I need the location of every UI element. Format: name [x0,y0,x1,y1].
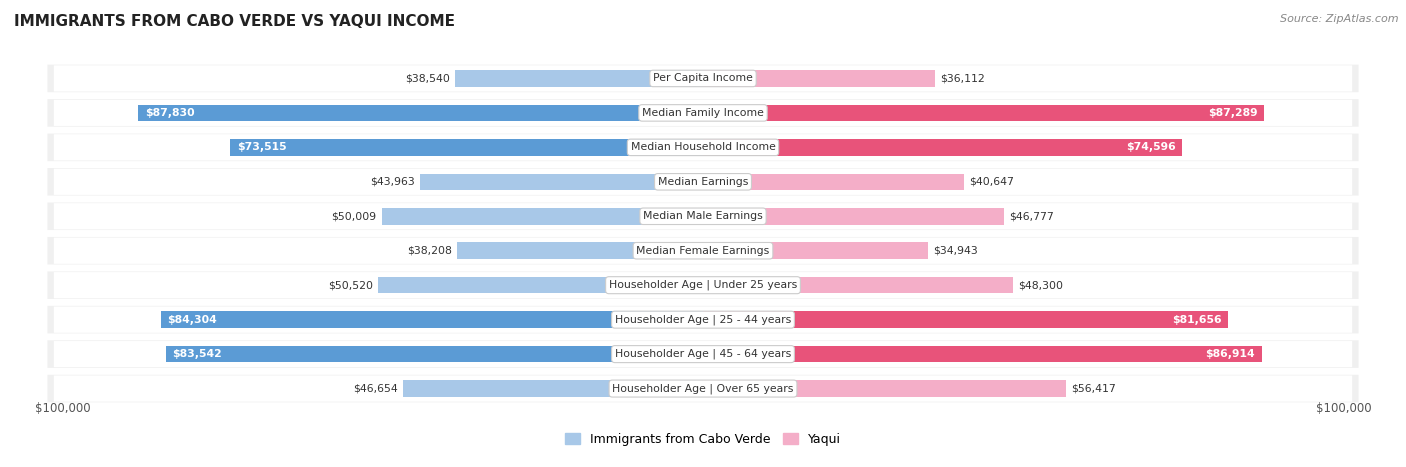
Text: $56,417: $56,417 [1071,383,1115,394]
Bar [231,139,703,156]
FancyBboxPatch shape [48,99,1358,127]
Text: $87,289: $87,289 [1208,108,1257,118]
FancyBboxPatch shape [48,203,1358,230]
Bar [703,105,1264,121]
Bar [420,174,703,190]
Bar [703,311,1227,328]
Bar [457,242,703,259]
Bar [703,70,935,87]
Bar [162,311,703,328]
Text: Median Household Income: Median Household Income [630,142,776,152]
FancyBboxPatch shape [53,238,1353,264]
FancyBboxPatch shape [53,100,1353,126]
Bar [703,139,1182,156]
Text: $100,000: $100,000 [35,402,90,415]
Bar [703,380,1066,397]
FancyBboxPatch shape [53,134,1353,161]
Text: $46,654: $46,654 [353,383,398,394]
FancyBboxPatch shape [53,375,1353,402]
Bar [703,174,965,190]
Text: Householder Age | 45 - 64 years: Householder Age | 45 - 64 years [614,349,792,359]
Text: $81,656: $81,656 [1171,315,1222,325]
Bar [381,208,703,225]
Text: Median Earnings: Median Earnings [658,177,748,187]
Text: Householder Age | Under 25 years: Householder Age | Under 25 years [609,280,797,290]
FancyBboxPatch shape [53,306,1353,333]
Bar [703,277,1014,293]
Text: $50,009: $50,009 [332,211,377,221]
Text: $74,596: $74,596 [1126,142,1175,152]
Bar [703,242,928,259]
Bar [703,208,1004,225]
Text: $73,515: $73,515 [238,142,287,152]
FancyBboxPatch shape [48,306,1358,333]
Text: $50,520: $50,520 [328,280,373,290]
Text: Householder Age | 25 - 44 years: Householder Age | 25 - 44 years [614,314,792,325]
Text: $87,830: $87,830 [145,108,194,118]
Text: $84,304: $84,304 [167,315,218,325]
Text: $83,542: $83,542 [173,349,222,359]
FancyBboxPatch shape [48,237,1358,264]
Text: $38,540: $38,540 [405,73,450,84]
Legend: Immigrants from Cabo Verde, Yaqui: Immigrants from Cabo Verde, Yaqui [560,428,846,451]
FancyBboxPatch shape [53,203,1353,229]
Text: $36,112: $36,112 [941,73,986,84]
Bar [456,70,703,87]
Bar [138,105,703,121]
Bar [703,346,1261,362]
FancyBboxPatch shape [48,271,1358,299]
FancyBboxPatch shape [53,272,1353,298]
Text: Per Capita Income: Per Capita Income [652,73,754,84]
Text: $100,000: $100,000 [1316,402,1371,415]
FancyBboxPatch shape [53,169,1353,195]
Bar [166,346,703,362]
Text: $46,777: $46,777 [1008,211,1053,221]
Text: $40,647: $40,647 [969,177,1014,187]
Text: Median Male Earnings: Median Male Earnings [643,211,763,221]
FancyBboxPatch shape [48,134,1358,161]
FancyBboxPatch shape [48,375,1358,403]
FancyBboxPatch shape [53,341,1353,367]
Text: $43,963: $43,963 [371,177,415,187]
FancyBboxPatch shape [48,340,1358,368]
Text: Median Family Income: Median Family Income [643,108,763,118]
Text: $86,914: $86,914 [1205,349,1256,359]
Text: Median Female Earnings: Median Female Earnings [637,246,769,256]
Text: $38,208: $38,208 [408,246,453,256]
Text: $48,300: $48,300 [1018,280,1063,290]
Bar [378,277,703,293]
Text: Householder Age | Over 65 years: Householder Age | Over 65 years [612,383,794,394]
FancyBboxPatch shape [53,65,1353,92]
Text: Source: ZipAtlas.com: Source: ZipAtlas.com [1281,14,1399,24]
Bar [404,380,703,397]
FancyBboxPatch shape [48,168,1358,196]
Text: IMMIGRANTS FROM CABO VERDE VS YAQUI INCOME: IMMIGRANTS FROM CABO VERDE VS YAQUI INCO… [14,14,456,29]
Text: $34,943: $34,943 [932,246,977,256]
FancyBboxPatch shape [48,64,1358,92]
